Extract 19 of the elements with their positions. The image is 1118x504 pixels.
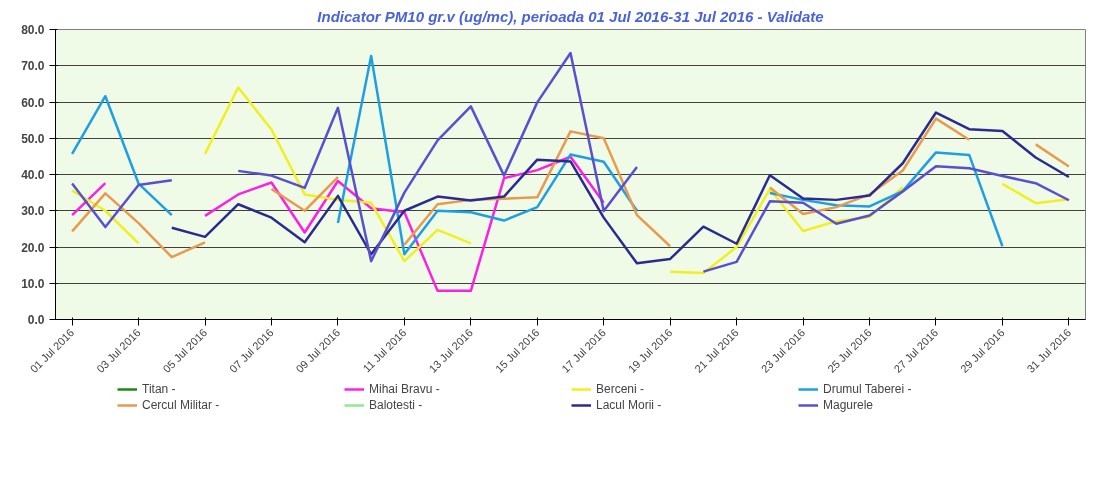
y-tick-label: 10.0 xyxy=(21,276,45,291)
y-tick-label: 70.0 xyxy=(21,59,45,74)
y-tick-label: 60.0 xyxy=(21,95,45,110)
legend-label: Drumul Taberei - xyxy=(823,382,913,396)
legend-label: Cercul Militar - xyxy=(142,398,221,412)
line-series xyxy=(170,111,1071,265)
chart-title: Indicator PM10 gr.v (ug/mc), perioada 01 Jul 2016-31 Jul 2016 - Validate xyxy=(317,7,824,25)
legend-label: Lacul Morii - xyxy=(596,398,663,412)
y-tick-label: 40.0 xyxy=(21,168,45,182)
legend-label: Balotesti - xyxy=(369,398,424,412)
y-tick-label: 30.0 xyxy=(21,204,45,219)
y-tick-label: 0.0 xyxy=(27,313,45,327)
y-tick-label: 80.0 xyxy=(21,23,45,37)
legend-label: Magurele xyxy=(823,398,875,412)
legend-label: Mihai Bravu - xyxy=(369,382,441,396)
legend-label: Berceni - xyxy=(596,382,646,396)
y-tick-label: 50.0 xyxy=(21,131,45,146)
y-tick-label: 20.0 xyxy=(21,240,45,255)
legend-label: Titan - xyxy=(142,382,177,396)
